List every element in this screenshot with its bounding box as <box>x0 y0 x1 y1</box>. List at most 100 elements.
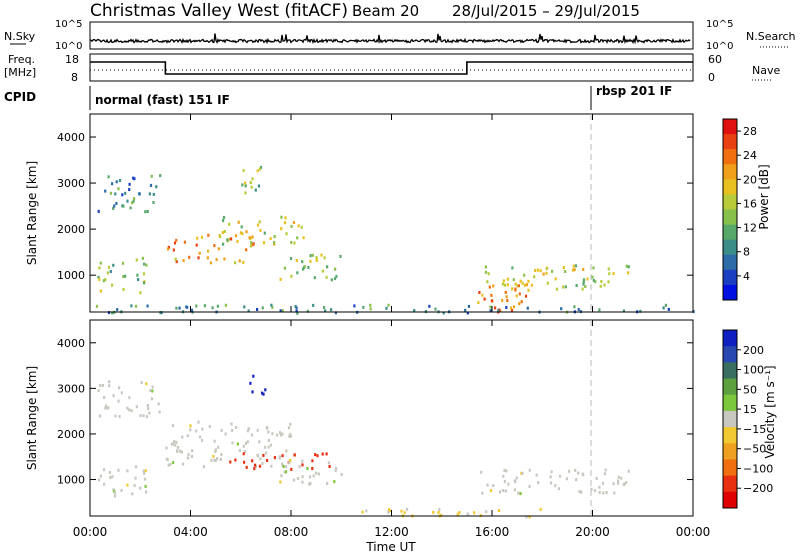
echo-cell <box>165 446 168 450</box>
echo-cell <box>200 438 204 442</box>
echo-cell <box>518 302 521 306</box>
echo-cell <box>584 285 587 288</box>
xtick-label: 00:00 <box>676 525 711 539</box>
echo-cell <box>369 307 372 311</box>
echo-cell <box>473 511 476 515</box>
echo-cell <box>477 301 480 305</box>
nsky-tick-top: 10^5 <box>55 19 82 30</box>
echo-cell <box>362 305 365 309</box>
echo-cell <box>198 435 202 439</box>
echo-cell <box>323 306 326 310</box>
echo-cell <box>142 414 145 418</box>
echo-cell <box>256 428 259 432</box>
echo-cell <box>150 174 153 178</box>
echo-cell <box>334 277 337 281</box>
echo-cell <box>267 445 270 449</box>
echo-cell <box>545 267 548 271</box>
station-title: Christmas Valley West (fitACF) <box>90 1 348 21</box>
colorbar-frame <box>722 329 738 509</box>
echo-cell <box>575 478 578 482</box>
echo-cell <box>176 450 179 453</box>
echo-cell <box>120 488 123 492</box>
echo-cell <box>598 485 601 489</box>
echo-cell <box>248 236 251 240</box>
echo-cell <box>484 265 487 269</box>
echo-cell <box>438 508 441 512</box>
echo-cell <box>403 511 406 515</box>
echo-cell <box>486 280 489 284</box>
echo-cell <box>267 439 270 442</box>
echo-cell <box>259 228 262 232</box>
nsky-label: N.Sky <box>4 30 36 43</box>
echo-cell <box>334 267 337 271</box>
echo-cell <box>98 478 101 482</box>
echo-cell <box>142 272 146 276</box>
echo-cell <box>254 463 257 467</box>
echo-cell <box>246 440 249 444</box>
echo-cell <box>251 390 254 394</box>
echo-cell <box>112 207 115 210</box>
echo-cell <box>486 483 489 487</box>
cpid-segment-2: rbsp 201 IF <box>596 84 672 98</box>
echo-cell <box>124 191 127 195</box>
echo-cell <box>605 491 608 494</box>
echo-cell <box>466 512 469 516</box>
echo-cell <box>190 455 193 458</box>
echo-cell <box>134 304 138 308</box>
echo-region <box>97 380 161 419</box>
echo-cell <box>126 406 129 410</box>
echo-cell <box>140 381 143 384</box>
echo-cell <box>126 469 129 473</box>
echo-cell <box>216 457 219 461</box>
echo-cell <box>501 298 504 302</box>
echo-cell <box>244 191 247 195</box>
echo-cell <box>361 510 364 514</box>
echo-cell <box>504 489 507 493</box>
echo-cell <box>602 491 605 495</box>
echo-cell <box>251 459 254 463</box>
beam-label: Beam 20 <box>352 2 419 20</box>
echo-cell <box>173 241 177 245</box>
echo-cell <box>639 309 642 313</box>
echo-cell <box>112 394 115 398</box>
echo-cell <box>617 475 620 479</box>
echo-cell <box>258 167 261 171</box>
echo-cell <box>627 265 630 269</box>
echo-cell <box>131 201 134 205</box>
echo-cell <box>258 464 262 468</box>
echo-cell <box>289 433 292 436</box>
echo-cell <box>230 237 233 241</box>
echo-cell <box>315 471 318 475</box>
velocity-colorbar-label: Velocity [m s⁻¹] <box>763 365 777 458</box>
echo-cell <box>253 467 256 471</box>
echo-cell <box>97 389 100 392</box>
echo-region <box>484 264 630 292</box>
colorbar-tick-label: 200 <box>743 344 764 357</box>
echo-cell <box>166 458 169 462</box>
echo-cell <box>114 414 117 418</box>
echo-cell <box>546 281 549 285</box>
echo-cell <box>213 458 216 462</box>
echo-cell <box>104 404 108 408</box>
echo-cell <box>369 303 372 307</box>
echo-cell <box>492 484 495 488</box>
echo-cell <box>526 306 529 310</box>
echo-region <box>98 465 148 498</box>
echo-cell <box>324 309 327 313</box>
echo-cell <box>138 192 141 196</box>
echo-cell <box>117 399 120 403</box>
echo-cell <box>97 275 100 279</box>
echo-cell <box>112 263 115 267</box>
echo-cell <box>270 303 273 307</box>
echo-cell <box>574 468 577 472</box>
echo-cell <box>312 474 315 478</box>
echo-cell <box>103 468 106 472</box>
echo-cell <box>231 428 234 432</box>
power-colorbar: 4 8 12 16 20 24 28 <box>722 118 757 301</box>
echo-cell <box>514 480 517 484</box>
echo-cell <box>180 450 183 454</box>
echo-cell <box>521 281 524 285</box>
echo-cell <box>592 266 595 270</box>
echo-cell <box>144 469 147 473</box>
echo-region <box>279 459 343 486</box>
